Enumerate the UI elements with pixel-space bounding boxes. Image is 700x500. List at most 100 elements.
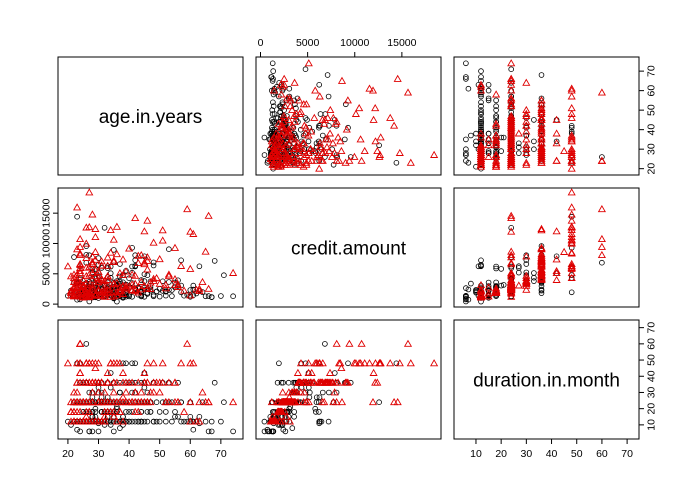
point-circle-duration.in.month-vs-age.in.years-109 (120, 422, 126, 428)
point-circle-credit.amount-vs-age.in.years-79 (141, 293, 148, 300)
point-circle-age.in.years-vs-duration.in.month-96 (463, 76, 469, 82)
point-triangle-credit.amount-vs-duration.in.month-190 (522, 278, 531, 286)
point-triangle-credit.amount-vs-age.in.years-107 (85, 222, 94, 231)
point-triangle-age.in.years-vs-credit.amount-86 (336, 137, 345, 145)
point-triangle-duration.in.month-vs-credit.amount-44 (430, 359, 439, 367)
point-triangle-age.in.years-vs-credit.amount-165 (307, 127, 316, 135)
point-circle-age.in.years-vs-credit.amount-209 (302, 66, 309, 72)
point-triangle-credit.amount-vs-age.in.years-177 (66, 286, 76, 295)
point-triangle-duration.in.month-vs-age.in.years-198 (134, 378, 143, 386)
tick-label-age.in.years-50: 50 (646, 104, 658, 116)
point-triangle-credit.amount-vs-age.in.years-129 (76, 267, 85, 275)
point-circle-age.in.years-vs-credit.amount-254 (269, 128, 275, 135)
point-triangle-age.in.years-vs-duration.in.month-164 (492, 150, 501, 158)
point-triangle-credit.amount-vs-duration.in.month-209 (492, 288, 501, 296)
point-circle-duration.in.month-vs-credit.amount-53 (276, 360, 282, 367)
point-circle-duration.in.month-vs-age.in.years-33 (132, 360, 139, 367)
point-triangle-credit.amount-vs-duration.in.month-60 (597, 250, 606, 259)
point-triangle-age.in.years-vs-duration.in.month-172 (567, 135, 576, 143)
point-circle-credit.amount-vs-age.in.years-72 (129, 263, 135, 270)
point-triangle-duration.in.month-vs-age.in.years-132 (189, 359, 198, 367)
point-triangle-credit.amount-vs-age.in.years-96 (66, 272, 76, 280)
point-triangle-credit.amount-vs-age.in.years-81 (173, 282, 183, 290)
point-triangle-credit.amount-vs-age.in.years-151 (155, 254, 164, 263)
point-triangle-duration.in.month-vs-age.in.years-167 (100, 417, 109, 425)
point-triangle-duration.in.month-vs-credit.amount-56 (369, 368, 378, 376)
point-triangle-age.in.years-vs-duration.in.month-214 (537, 146, 546, 155)
point-triangle-credit.amount-vs-age.in.years-136 (112, 249, 121, 258)
point-triangle-duration.in.month-vs-age.in.years-188 (73, 397, 82, 406)
point-triangle-age.in.years-vs-duration.in.month-82 (522, 127, 531, 135)
point-triangle-credit.amount-vs-duration.in.month-116 (567, 264, 576, 272)
point-triangle-credit.amount-vs-age.in.years-113 (158, 236, 167, 244)
point-circle-duration.in.month-vs-age.in.years-82 (175, 413, 181, 420)
point-circle-credit.amount-vs-age.in.years-3 (166, 246, 172, 253)
point-circle-duration.in.month-vs-credit.amount-30 (312, 409, 319, 415)
point-triangle-credit.amount-vs-duration.in.month-207 (537, 274, 546, 282)
point-circle-duration.in.month-vs-credit.amount-181 (269, 428, 276, 435)
point-circle-duration.in.month-vs-credit.amount-115 (266, 428, 273, 435)
point-circle-duration.in.month-vs-age.in.years-247 (141, 384, 148, 391)
point-circle-duration.in.month-vs-age.in.years-195 (163, 418, 169, 425)
point-triangle-duration.in.month-vs-credit.amount-154 (350, 359, 359, 367)
point-triangle-credit.amount-vs-age.in.years-86 (106, 248, 115, 256)
point-circle-duration.in.month-vs-age.in.years-242 (107, 384, 114, 391)
point-circle-credit.amount-vs-duration.in.month-59 (538, 290, 545, 296)
point-triangle-credit.amount-vs-duration.in.month-9 (507, 227, 516, 235)
point-circle-age.in.years-vs-credit.amount-54 (393, 160, 400, 166)
point-triangle-credit.amount-vs-age.in.years-91 (88, 210, 97, 218)
point-triangle-duration.in.month-vs-age.in.years-168 (137, 388, 146, 396)
point-triangle-duration.in.month-vs-age.in.years-149 (134, 407, 143, 415)
point-triangle-age.in.years-vs-credit.amount-9 (368, 86, 378, 94)
point-circle-credit.amount-vs-duration.in.month-242 (531, 274, 537, 281)
point-triangle-credit.amount-vs-age.in.years-64 (115, 268, 124, 277)
point-triangle-credit.amount-vs-age.in.years-165 (121, 267, 131, 275)
point-triangle-credit.amount-vs-duration.in.month-7 (552, 275, 561, 283)
point-triangle-age.in.years-vs-credit.amount-193 (279, 127, 288, 135)
point-triangle-age.in.years-vs-duration.in.month-211 (567, 113, 576, 121)
point-circle-credit.amount-vs-age.in.years-267 (129, 269, 135, 276)
point-triangle-duration.in.month-vs-age.in.years-27 (88, 388, 97, 396)
point-triangle-credit.amount-vs-duration.in.month-162 (567, 249, 576, 257)
point-triangle-credit.amount-vs-age.in.years-202 (155, 279, 164, 287)
point-triangle-duration.in.month-vs-credit.amount-129 (307, 368, 316, 376)
point-triangle-age.in.years-vs-duration.in.month-212 (476, 158, 486, 166)
point-triangle-duration.in.month-vs-credit.amount-62 (373, 378, 382, 386)
tick-label-age.in.years-40: 40 (646, 124, 658, 136)
point-triangle-duration.in.month-vs-age.in.years-20 (183, 339, 192, 347)
point-circle-age.in.years-vs-duration.in.month-95 (508, 80, 515, 86)
point-triangle-credit.amount-vs-age.in.years-63 (73, 275, 82, 283)
point-circle-credit.amount-vs-duration.in.month-60 (538, 286, 545, 293)
point-triangle-credit.amount-vs-age.in.years-208 (131, 285, 140, 293)
point-circle-duration.in.month-vs-credit.amount-220 (305, 384, 312, 391)
point-triangle-age.in.years-vs-duration.in.month-215 (507, 59, 516, 67)
point-triangle-credit.amount-vs-age.in.years-100 (100, 276, 109, 284)
point-circle-age.in.years-vs-duration.in.month-73 (478, 107, 484, 113)
point-triangle-age.in.years-vs-credit.amount-214 (309, 146, 318, 155)
point-triangle-credit.amount-vs-age.in.years-12 (91, 232, 100, 241)
point-circle-credit.amount-vs-age.in.years-234 (208, 294, 215, 301)
point-circle-duration.in.month-vs-credit.amount-56 (306, 394, 313, 401)
point-triangle-credit.amount-vs-age.in.years-26 (63, 262, 72, 270)
point-triangle-age.in.years-vs-duration.in.month-165 (537, 127, 546, 135)
tick-label-age.in.years-30: 30 (93, 448, 105, 460)
point-triangle-age.in.years-vs-credit.amount-8 (406, 158, 415, 166)
point-triangle-duration.in.month-vs-age.in.years-100 (100, 388, 109, 396)
point-circle-age.in.years-vs-duration.in.month-242 (531, 138, 537, 145)
point-triangle-credit.amount-vs-duration.in.month-23 (537, 226, 546, 234)
point-triangle-age.in.years-vs-duration.in.month-55 (560, 146, 569, 155)
point-triangle-duration.in.month-vs-age.in.years-213 (118, 397, 128, 406)
point-triangle-duration.in.month-vs-age.in.years-140 (88, 397, 97, 406)
point-circle-duration.in.month-vs-age.in.years-0 (208, 428, 215, 435)
point-triangle-duration.in.month-vs-age.in.years-128 (118, 417, 128, 425)
point-triangle-age.in.years-vs-duration.in.month-197 (507, 154, 516, 162)
point-triangle-age.in.years-vs-credit.amount-178 (322, 142, 332, 151)
point-circle-credit.amount-vs-age.in.years-96 (205, 293, 212, 299)
point-triangle-credit.amount-vs-age.in.years-11 (76, 242, 85, 250)
point-circle-age.in.years-vs-duration.in.month-116 (478, 99, 484, 106)
tick-label-duration.in.month-20: 20 (646, 403, 658, 415)
point-triangle-age.in.years-vs-duration.in.month-200 (507, 131, 516, 139)
point-triangle-duration.in.month-vs-credit.amount-208 (278, 397, 287, 406)
point-triangle-credit.amount-vs-duration.in.month-45 (507, 258, 516, 267)
panel-frame-credit.amount-vs-duration.in.month (453, 187, 640, 308)
